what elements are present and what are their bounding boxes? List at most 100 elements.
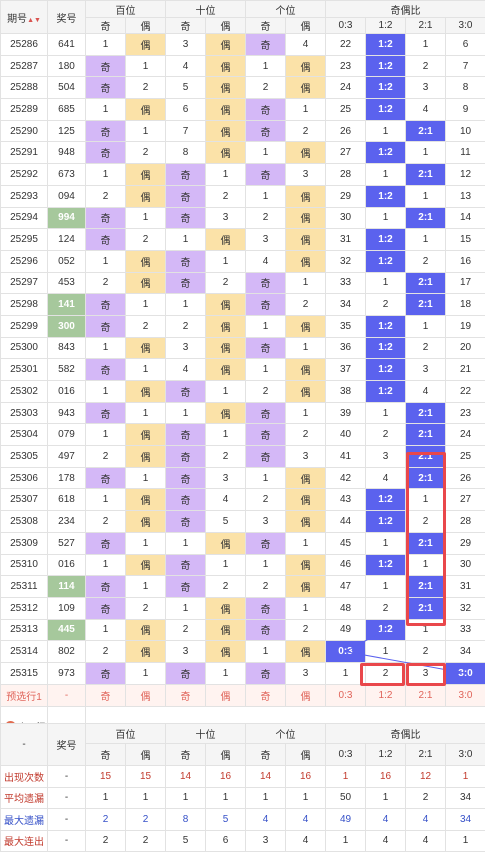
h-cell: 奇	[85, 466, 126, 490]
header-period[interactable]: 期号▲▼	[0, 0, 48, 34]
ratio-cell: 30	[325, 206, 366, 230]
period-cell: 25295	[0, 228, 48, 251]
ratio-cell: 25	[445, 445, 485, 468]
stats-value: 2	[405, 786, 446, 809]
ratio-cell: 1	[365, 640, 406, 663]
period-cell: 25302	[0, 380, 48, 403]
stats-label: 最大连出	[0, 829, 48, 852]
ratio-cell: 24	[445, 423, 485, 447]
ratio-cell: 43	[325, 488, 366, 512]
table-row: 25290 125 奇 1 7 偶奇 2 26 1 2:1 10	[0, 119, 485, 143]
stats-value: 12	[405, 765, 446, 788]
u-cell: 2	[285, 293, 326, 316]
ratio-cell: 1	[405, 228, 446, 251]
table-row: 25311 114 奇 1 奇 2 2 偶 47 1 2:1 31	[0, 575, 485, 598]
u-cell: 奇	[245, 445, 286, 468]
stats-label: 平均遗漏	[0, 786, 48, 809]
predict-cell[interactable]: 2:1	[405, 683, 446, 707]
predict-cell[interactable]: 偶	[205, 683, 246, 707]
u-cell: 奇	[245, 401, 286, 425]
h-cell: 奇	[85, 228, 126, 251]
ratio-cell: 2:1	[405, 163, 446, 186]
number-cell: 094	[47, 184, 86, 208]
stats-value: 6	[205, 829, 246, 852]
header-units: 个位	[245, 0, 326, 18]
header-hundreds: 百位	[85, 0, 166, 18]
t-cell: 1	[165, 401, 206, 425]
h-cell: 奇	[85, 54, 126, 78]
ratio-cell: 34	[325, 293, 366, 316]
period-cell: 25286	[0, 33, 48, 56]
predict-cell[interactable]: 奇	[85, 683, 126, 707]
h-cell: 奇	[85, 661, 126, 685]
predict-cell[interactable]: 奇	[245, 683, 286, 707]
stats-value: 4	[405, 808, 446, 831]
table-row: 25314 802 2 偶 3 偶 1 偶 0:3 1 2 34	[0, 640, 485, 663]
predict-cell[interactable]: 3:0	[445, 683, 485, 707]
number-cell: 994	[47, 206, 86, 230]
stats-value: 4	[245, 808, 286, 831]
h-cell: 2	[85, 640, 126, 663]
predict-cell[interactable]: 0:3	[325, 683, 366, 707]
ratio-cell: 2	[405, 54, 446, 78]
stats-number: -	[47, 808, 86, 831]
t-cell: 奇	[165, 271, 206, 295]
predict-row[interactable]: 预选行1 - 奇 偶 奇 偶 奇 偶 0:3 1:2 2:1 3:0	[0, 683, 485, 707]
t-cell: 偶	[205, 314, 246, 338]
h-cell: 偶	[125, 336, 166, 360]
number-cell: 497	[47, 445, 86, 468]
h-cell: 1	[85, 33, 126, 56]
stats-value: 1	[125, 786, 166, 809]
table-row: 25299 300 奇 2 2 偶 1 偶 35 1:2 1 19	[0, 314, 485, 338]
u-cell: 2	[285, 423, 326, 447]
table-row: 25307 618 1 偶奇 4 2 偶 43 1:2 1 27	[0, 488, 485, 512]
h-cell: 奇	[85, 531, 126, 555]
u-cell: 1	[245, 141, 286, 165]
number-cell: 527	[47, 531, 86, 555]
stats-header-number: 奖号	[47, 723, 86, 766]
h-cell: 偶	[125, 510, 166, 533]
ratio-cell: 1	[365, 206, 406, 230]
ratio-cell: 47	[325, 575, 366, 598]
number-cell: 504	[47, 76, 86, 100]
header-h-odd: 奇	[85, 17, 126, 34]
table-row: 25295 124 奇 2 1 偶 3 偶 31 1:2 1 15	[0, 228, 485, 251]
table-row: 25292 673 1 偶奇 1 奇 3 28 1 2:1 12	[0, 163, 485, 186]
ratio-cell: 1	[365, 271, 406, 295]
table-row: 25304 079 1 偶奇 1 奇 2 40 2 2:1 24	[0, 423, 485, 447]
ratio-cell: 4	[365, 466, 406, 490]
ratio-cell: 29	[445, 531, 485, 555]
u-cell: 奇	[245, 531, 286, 555]
h-cell: 偶	[125, 618, 166, 642]
u-cell: 偶	[285, 510, 326, 533]
period-cell: 25311	[0, 575, 48, 598]
ratio-cell: 25	[325, 98, 366, 121]
predict-cell[interactable]: 偶	[125, 683, 166, 707]
stats-value: 4	[365, 808, 406, 831]
h-cell: 偶	[125, 163, 166, 186]
table-row: 25291 948 奇 2 8 偶 1 偶 27 1:2 1 11	[0, 141, 485, 165]
u-cell: 奇	[245, 271, 286, 295]
predict-cell[interactable]: 1:2	[365, 683, 406, 707]
predict-cell[interactable]: 偶	[285, 683, 326, 707]
number-cell: 234	[47, 510, 86, 533]
t-cell: 偶	[205, 640, 246, 663]
stats-value: 1	[245, 786, 286, 809]
sort-icon[interactable]: ▲▼	[27, 16, 41, 24]
u-cell: 1	[285, 336, 326, 360]
number-cell: 948	[47, 141, 86, 165]
u-cell: 2	[245, 575, 286, 598]
predict-cell[interactable]: 奇	[165, 683, 206, 707]
t-cell: 1	[165, 531, 206, 555]
ratio-cell: 9	[445, 98, 485, 121]
table-row: 25293 094 2 偶奇 2 1 偶 29 1:2 1 13	[0, 184, 485, 208]
period-cell: 25291	[0, 141, 48, 165]
h-cell: 2	[125, 596, 166, 620]
ratio-cell: 2:1	[405, 293, 446, 316]
number-cell: 109	[47, 596, 86, 620]
stats-row: 最大遗漏 -2 2 8 5 4 4 49 4 4 34	[0, 808, 485, 831]
ratio-cell: 26	[325, 119, 366, 143]
stats-value: 1	[165, 786, 206, 809]
ratio-cell: 31	[325, 228, 366, 251]
stats-header-hundreds: 百位	[85, 723, 166, 744]
